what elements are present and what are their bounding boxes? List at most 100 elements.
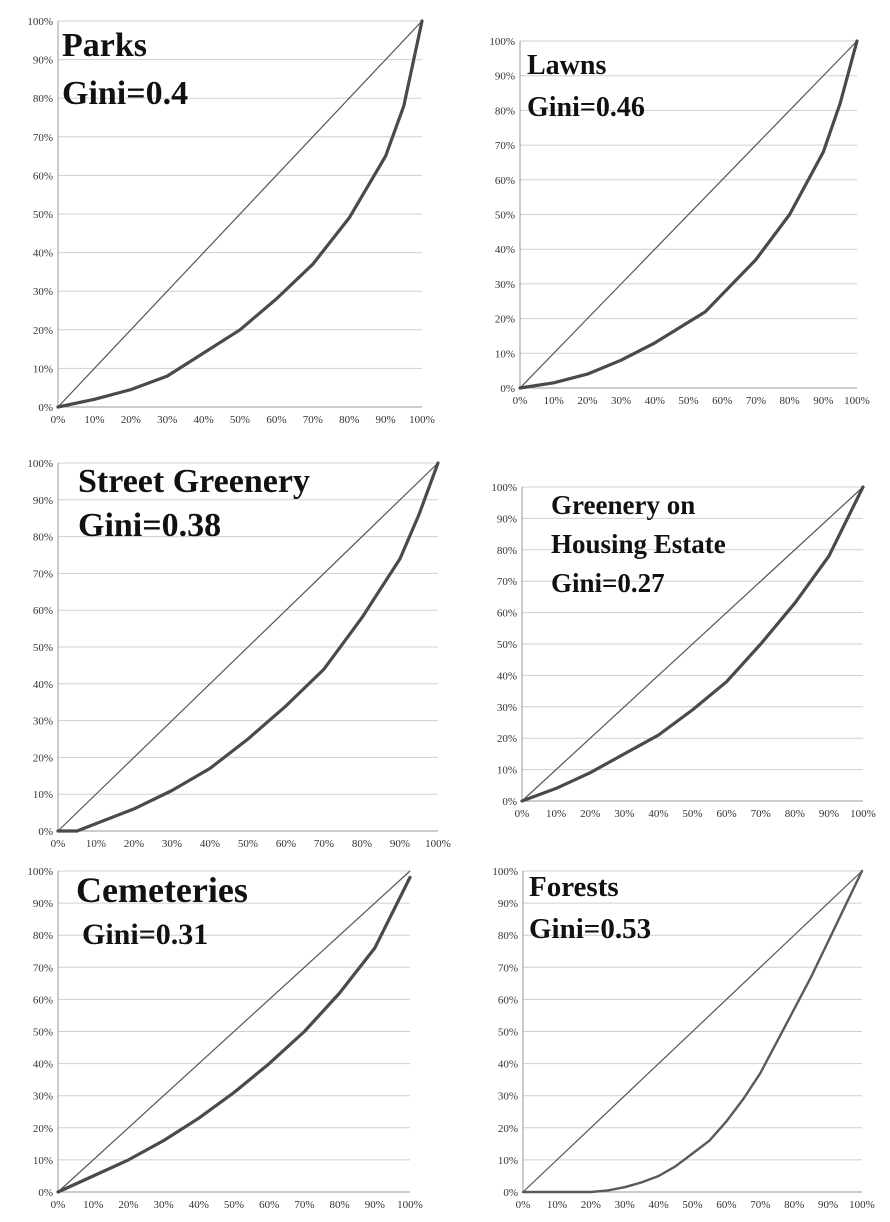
y-tick-label: 90% (497, 513, 517, 525)
y-tick-label: 50% (33, 209, 53, 221)
x-tick-label: 100% (397, 1199, 423, 1211)
lorenz-curve (56, 19, 424, 409)
x-tick-label: 10% (83, 1199, 103, 1211)
x-tick-label: 10% (86, 838, 106, 850)
chart-panel-4: 0% 10% 20% 30% 40% 50% 60% 70% 80% 90% 100% 0% 10% 20… (491, 482, 876, 820)
y-tick-label: 60% (495, 175, 515, 187)
y-tick-label: 20% (33, 325, 53, 337)
x-tick-label: 10% (544, 395, 564, 407)
y-tick-label: 60% (498, 994, 518, 1006)
y-tick-label: 60% (33, 994, 53, 1006)
y-tick-label: 100% (492, 866, 518, 878)
x-tick-label: 40% (200, 838, 220, 850)
y-tick-label: 100% (489, 36, 515, 48)
lorenz-curve (521, 869, 864, 1194)
y-tick-label: 10% (495, 348, 515, 360)
y-tick-label: 90% (495, 71, 515, 83)
x-tick-label: 100% (409, 414, 435, 426)
x-tick-label: 90% (365, 1199, 385, 1211)
x-tick-label: 20% (124, 838, 144, 850)
x-tick-label: 100% (850, 808, 876, 820)
x-tick-label: 30% (154, 1199, 174, 1211)
equality-line (519, 40, 858, 389)
y-tick-label: 0% (500, 383, 515, 395)
y-tick-label: 40% (33, 248, 53, 260)
y-tick-label: 10% (498, 1155, 518, 1167)
x-tick-label: 80% (339, 414, 359, 426)
x-tick-label: 30% (157, 414, 177, 426)
x-tick-label: 30% (615, 1199, 635, 1211)
x-tick-label: 40% (648, 808, 668, 820)
x-tick-label: 30% (162, 838, 182, 850)
y-tick-label: 90% (33, 495, 53, 507)
x-tick-label: 70% (294, 1199, 314, 1211)
x-tick-label: 10% (546, 808, 566, 820)
x-tick-label: 20% (577, 395, 597, 407)
x-tick-label: 20% (580, 808, 600, 820)
y-tick-label: 30% (33, 1091, 53, 1103)
lorenz-curve (520, 485, 865, 803)
chart-panel-1: 0% 10% 20% 30% 40% 50% 60% 70% 80% 90% 100% 0% 10% 20… (27, 16, 435, 426)
y-tick-label: 20% (497, 733, 517, 745)
x-tick-label: 90% (376, 414, 396, 426)
y-tick-label: 30% (33, 716, 53, 728)
x-tick-label: 30% (611, 395, 631, 407)
y-tick-label: 20% (495, 314, 515, 326)
y-tick-label: 100% (27, 458, 53, 470)
x-tick-label: 50% (238, 838, 258, 850)
y-tick-label: 70% (497, 576, 517, 588)
x-tick-label: 100% (849, 1199, 875, 1211)
y-tick-label: 90% (33, 55, 53, 67)
x-tick-label: 90% (819, 808, 839, 820)
x-tick-label: 10% (547, 1199, 567, 1211)
y-tick-label: 100% (27, 16, 53, 28)
x-tick-label: 90% (818, 1199, 838, 1211)
chart-panel-6: 0% 10% 20% 30% 40% 50% 60% 70% 80% 90% 100% 0% 10% 20… (492, 866, 875, 1211)
y-tick-label: 70% (33, 962, 53, 974)
x-tick-label: 90% (390, 838, 410, 850)
gini-label: Gini=0.4 (62, 75, 188, 112)
y-tick-label: 10% (33, 363, 53, 375)
y-tick-label: 30% (495, 279, 515, 291)
gini-label: Gini=0.31 (82, 918, 208, 951)
y-tick-label: 0% (38, 826, 53, 838)
y-tick-label: 80% (495, 105, 515, 117)
y-tick-label: 0% (503, 1187, 518, 1199)
x-tick-label: 90% (813, 395, 833, 407)
y-tick-label: 20% (33, 752, 53, 764)
gini-label: Gini=0.53 (529, 913, 651, 945)
x-tick-label: 0% (51, 838, 66, 850)
x-tick-label: 0% (51, 414, 66, 426)
x-tick-label: 50% (230, 414, 250, 426)
x-tick-label: 80% (352, 838, 372, 850)
y-tick-label: 60% (497, 608, 517, 620)
y-tick-label: 40% (497, 670, 517, 682)
chart-title: Parks (62, 27, 147, 64)
x-tick-label: 70% (303, 414, 323, 426)
x-tick-label: 20% (581, 1199, 601, 1211)
y-tick-label: 50% (498, 1027, 518, 1039)
y-tick-label: 40% (33, 679, 53, 691)
lorenz-curve (56, 461, 440, 833)
y-tick-label: 40% (33, 1059, 53, 1071)
y-tick-label: 50% (33, 1027, 53, 1039)
x-tick-label: 50% (682, 1199, 702, 1211)
gini-label: Gini=0.27 (551, 568, 665, 598)
chart-panel-3: 0% 10% 20% 30% 40% 50% 60% 70% 80% 90% 100% 0% 10% 20… (27, 458, 451, 850)
y-tick-label: 30% (33, 286, 53, 298)
lorenz-curve (518, 39, 859, 390)
x-tick-label: 70% (746, 395, 766, 407)
y-tick-label: 10% (497, 765, 517, 777)
x-tick-label: 70% (314, 838, 334, 850)
x-tick-label: 60% (716, 1199, 736, 1211)
x-tick-label: 20% (121, 414, 141, 426)
x-tick-label: 40% (189, 1199, 209, 1211)
x-tick-label: 40% (649, 1199, 669, 1211)
y-tick-label: 0% (38, 1187, 53, 1199)
y-tick-label: 0% (502, 796, 517, 808)
y-tick-label: 50% (33, 642, 53, 654)
y-tick-label: 30% (497, 702, 517, 714)
y-tick-label: 70% (33, 132, 53, 144)
x-tick-label: 80% (780, 395, 800, 407)
x-tick-label: 0% (51, 1199, 66, 1211)
